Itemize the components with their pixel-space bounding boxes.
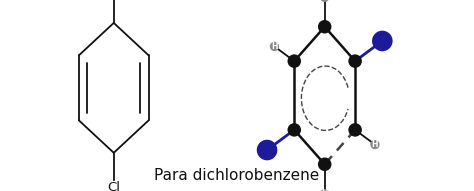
Text: Para dichlorobenzene: Para dichlorobenzene — [155, 168, 319, 183]
Point — [321, 163, 328, 166]
Text: H: H — [321, 189, 328, 191]
Point — [379, 40, 386, 43]
Point — [291, 60, 298, 63]
Point — [271, 45, 278, 48]
Text: H: H — [271, 42, 278, 51]
Text: H: H — [321, 0, 328, 2]
Point — [321, 25, 328, 28]
Point — [291, 128, 298, 131]
Point — [351, 128, 359, 131]
Point — [263, 148, 271, 151]
Text: H: H — [372, 140, 378, 149]
Point — [371, 143, 379, 146]
Text: Cl: Cl — [107, 181, 120, 191]
Point — [351, 60, 359, 63]
